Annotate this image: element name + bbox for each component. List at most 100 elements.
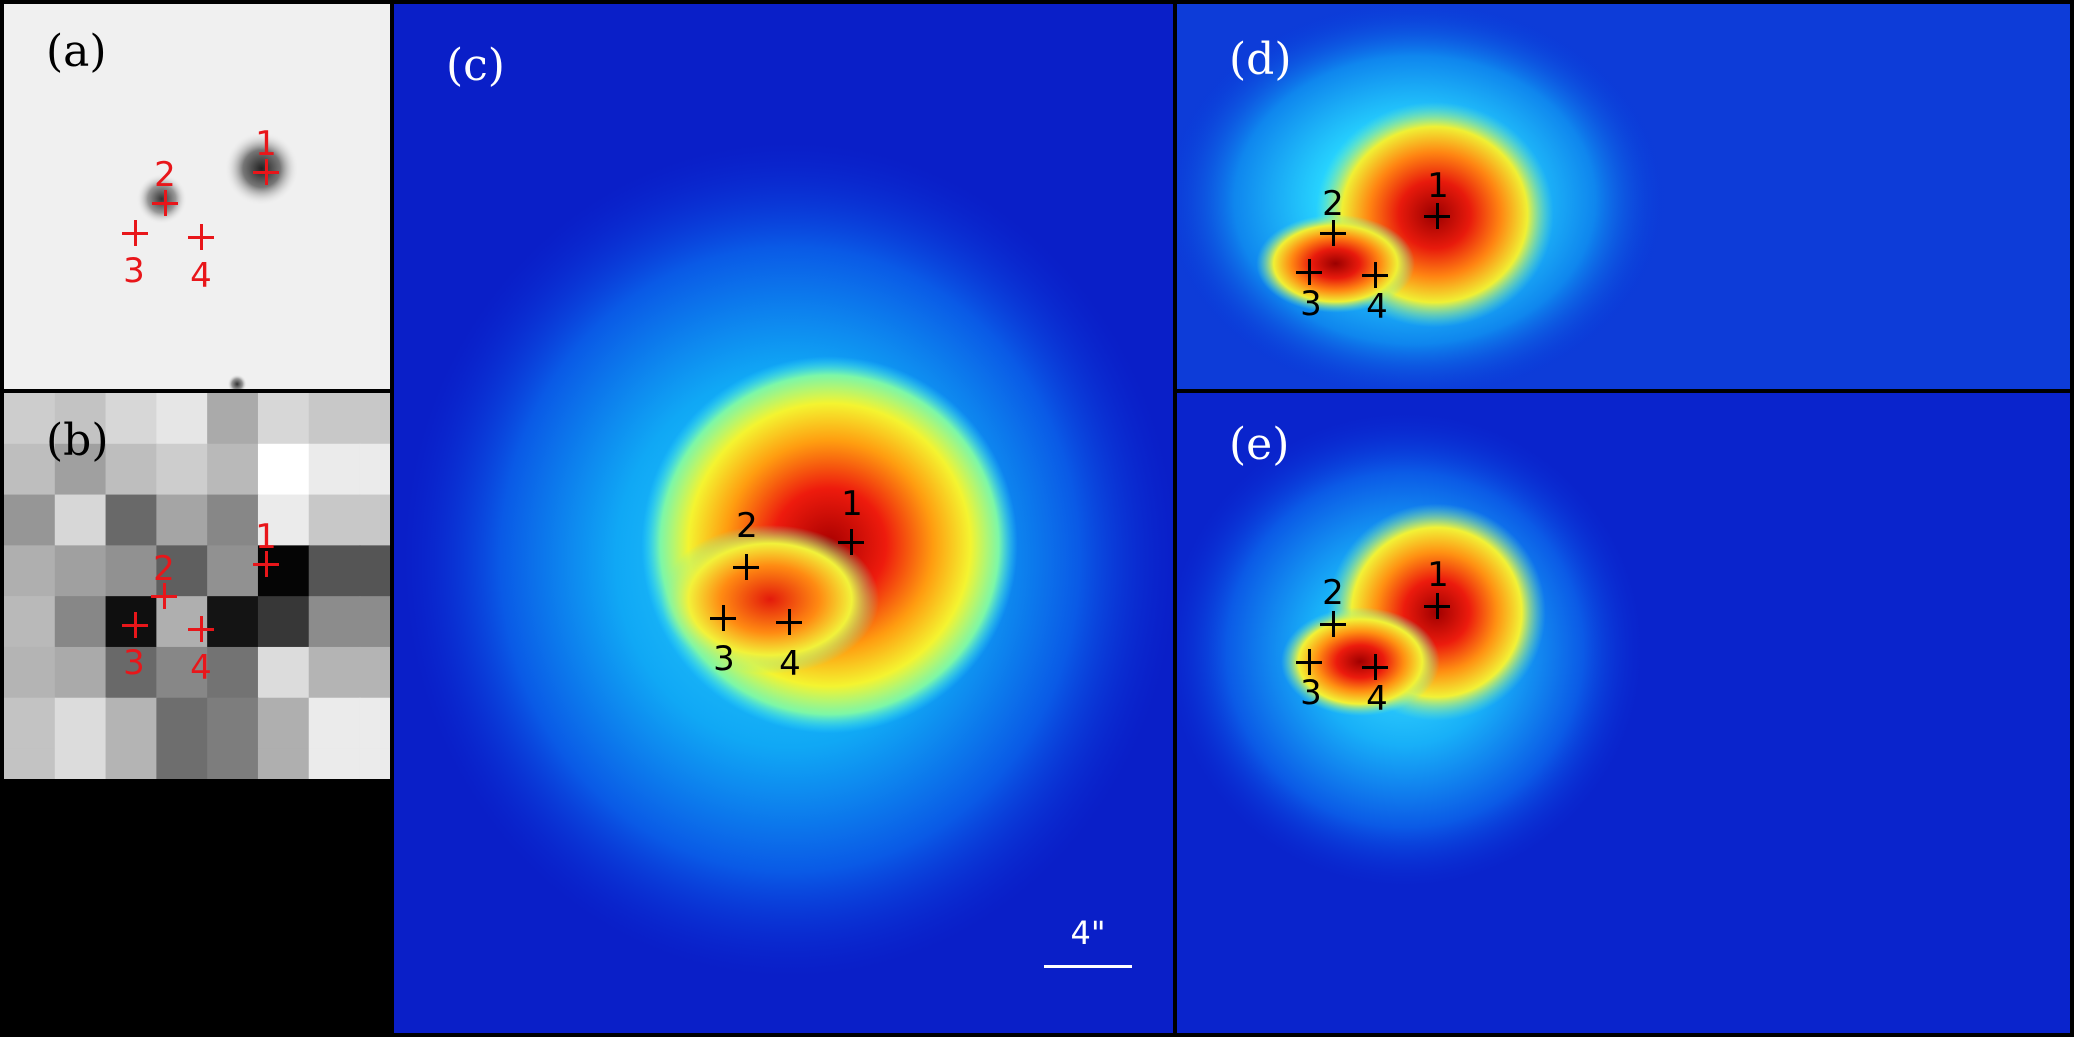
pixel-cell (257, 646, 310, 699)
pixel-cell (359, 748, 390, 779)
marker-c-1-label: 1 (841, 484, 863, 524)
panel-d-image (1177, 4, 2070, 389)
pixel-cell (54, 494, 107, 547)
marker-e-3-cross (1296, 649, 1322, 675)
pixel-cell (4, 596, 56, 648)
pixel-cell (54, 596, 107, 648)
pixel-cell (4, 443, 56, 496)
panel-e-label: (e) (1229, 419, 1290, 470)
marker-b-2-label: 2 (153, 549, 175, 589)
panel-b-image (4, 393, 390, 779)
pixel-cell (257, 748, 310, 779)
pixel-cell (207, 646, 259, 699)
panel-a-image (4, 4, 390, 389)
pixel-cell (105, 494, 158, 547)
pixel-cell (207, 596, 259, 648)
marker-e-3-label: 3 (1300, 673, 1322, 713)
marker-b-1-label: 1 (255, 517, 277, 557)
pixel-cell (105, 697, 158, 750)
marker-e-1-cross (1424, 593, 1450, 619)
marker-b-4-label: 4 (190, 648, 212, 688)
pixel-cell (257, 697, 310, 750)
marker-d-1-label: 1 (1427, 166, 1449, 206)
pixel-cell (4, 545, 56, 598)
scale-bar-label: 4" (1070, 914, 1106, 952)
marker-e-4-label: 4 (1366, 679, 1388, 719)
pixel-cell (207, 748, 259, 779)
pixel-cell (257, 443, 310, 496)
pixel-cell (54, 748, 107, 779)
pixel-cell (156, 443, 209, 496)
marker-a-4-label: 4 (190, 256, 212, 296)
marker-b-2-cross (151, 583, 177, 609)
marker-c-1-cross (838, 529, 864, 555)
pixel-cell (308, 443, 361, 496)
pixel-cell (54, 697, 107, 750)
pixel-cell (105, 545, 158, 598)
pixel-cell (308, 748, 361, 779)
pixel-cell (257, 494, 310, 547)
pixel-cell (156, 393, 209, 445)
marker-d-4-label: 4 (1366, 287, 1388, 327)
pixel-cell (308, 494, 361, 547)
marker-a-3-cross (122, 220, 148, 246)
marker-a-1-cross (253, 159, 279, 185)
pixel-cell (207, 697, 259, 750)
panel-a-label: (a) (46, 26, 107, 77)
pixel-cell (207, 545, 259, 598)
pixel-cell (54, 443, 107, 496)
pixel-cell (308, 646, 361, 699)
pixel-cell (105, 748, 158, 779)
panel-a: (a) 1 2 3 4 (0, 0, 394, 393)
marker-b-4-cross (188, 616, 214, 642)
panel-e-image (1177, 393, 2070, 1033)
pixel-cell (359, 393, 390, 445)
pixel-cell (4, 697, 56, 750)
marker-a-2-label: 2 (154, 155, 176, 195)
pixel-cell (207, 393, 259, 445)
pixel-cell (156, 494, 209, 547)
pixel-cell (54, 545, 107, 598)
marker-c-2-label: 2 (736, 506, 758, 546)
source-blob-1 (224, 131, 299, 206)
marker-a-3-label: 3 (123, 251, 145, 291)
pixel-cell (359, 443, 390, 496)
pixel-cell (105, 646, 158, 699)
panel-b: (b) 1 2 3 4 (0, 389, 394, 783)
marker-c-4-cross (776, 609, 802, 635)
pixel-cell (359, 646, 390, 699)
scale-bar (1044, 965, 1132, 968)
marker-e-2-cross (1320, 611, 1346, 637)
marker-d-3-label: 3 (1300, 284, 1322, 324)
edge-blob (227, 374, 247, 389)
panel-c-label: (c) (446, 40, 505, 91)
pixel-cell (359, 494, 390, 547)
marker-e-2-label: 2 (1322, 573, 1344, 613)
marker-d-1-cross (1424, 203, 1450, 229)
marker-b-3-cross (122, 612, 148, 638)
marker-a-2-cross (152, 190, 178, 216)
panel-d: (d) 1 2 3 4 (1173, 0, 2074, 393)
pixel-cell (308, 596, 361, 648)
panel-e: (e) 1 2 3 4 (1173, 389, 2074, 1037)
marker-c-2-cross (733, 554, 759, 580)
marker-e-4-cross (1362, 654, 1388, 680)
marker-a-1-label: 1 (255, 124, 277, 164)
pixel-cell (4, 748, 56, 779)
pixel-cell (156, 646, 209, 699)
marker-b-3-label: 3 (123, 643, 145, 683)
pixel-cell (4, 393, 56, 445)
panel-d-label: (d) (1229, 34, 1292, 85)
marker-c-4-label: 4 (779, 644, 801, 684)
panel-c: (c) 1 2 3 4 4" (390, 0, 1177, 1037)
marker-d-3-cross (1296, 259, 1322, 285)
pixel-cell (308, 393, 361, 445)
pixel-cell (257, 596, 310, 648)
pixel-cell (308, 697, 361, 750)
pixel-cell (257, 393, 310, 445)
pixel-cell (54, 646, 107, 699)
panel-c-image (394, 4, 1173, 1033)
pixel-cell (105, 443, 158, 496)
pixel-cell (156, 748, 209, 779)
pixel-cell (105, 596, 158, 648)
